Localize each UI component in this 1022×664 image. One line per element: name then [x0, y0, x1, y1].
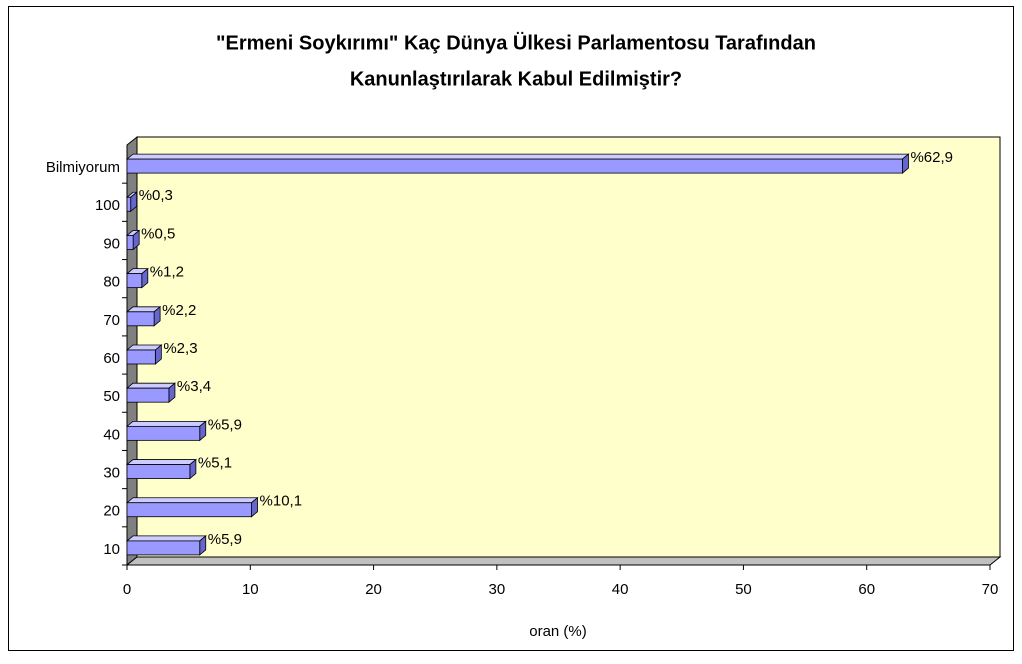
x-tick-label: 10 — [242, 581, 259, 598]
bar — [126, 311, 155, 327]
bar — [126, 196, 132, 212]
value-label: %10,1 — [260, 493, 303, 510]
y-tick-label: 20 — [103, 503, 120, 520]
chart-title: Kanunlaştırılarak Kabul Edilmiştir? — [350, 68, 682, 90]
bar-group — [125, 267, 149, 289]
y-tick-label: 70 — [103, 312, 120, 329]
value-label: %2,3 — [163, 340, 197, 357]
x-tick-label: 30 — [489, 581, 506, 598]
bar — [126, 502, 252, 518]
bar-group — [125, 305, 162, 327]
bar-top — [125, 420, 207, 427]
y-tick-label: 30 — [103, 465, 120, 482]
bar-top — [125, 535, 207, 542]
bar-group — [125, 496, 259, 518]
bar — [126, 387, 170, 403]
x-tick-label: 20 — [365, 581, 382, 598]
y-tick-label: Bilmiyorum — [46, 159, 120, 176]
bar — [126, 273, 143, 289]
bar-group — [125, 229, 141, 251]
x-tick-label: 50 — [735, 581, 752, 598]
bar — [126, 349, 156, 365]
bar-group — [125, 382, 177, 404]
x-tick-label: 70 — [982, 581, 999, 598]
value-label: %1,2 — [150, 264, 184, 281]
y-tick-label: 100 — [95, 197, 120, 214]
value-label: %5,9 — [208, 416, 242, 433]
bar-group — [125, 191, 138, 213]
floor — [125, 556, 1002, 566]
x-axis-title: oran (%) — [529, 623, 587, 640]
bar-top — [125, 153, 910, 160]
bar-group — [125, 153, 910, 174]
value-label: %5,1 — [198, 455, 232, 472]
y-tick-label: 40 — [103, 426, 120, 443]
bar — [126, 425, 201, 441]
value-label: %2,2 — [162, 302, 196, 319]
x-tick-label: 60 — [858, 581, 875, 598]
bar — [126, 158, 903, 174]
chart-title: "Ermeni Soykırımı" Kaç Dünya Ülkesi Parl… — [216, 31, 816, 54]
y-tick-label: 80 — [103, 274, 120, 291]
bar-top — [125, 459, 197, 465]
bar — [126, 464, 191, 479]
y-tick-label: 90 — [103, 235, 120, 252]
value-label: %0,5 — [141, 225, 175, 242]
bar-group — [125, 344, 163, 365]
x-tick-label: 0 — [123, 581, 131, 598]
value-label: %5,9 — [208, 531, 242, 548]
y-tick-label: 10 — [103, 541, 120, 558]
x-tick-label: 40 — [612, 581, 629, 598]
bar-top — [125, 382, 177, 389]
value-label: %62,9 — [910, 149, 953, 166]
bar-group — [125, 420, 207, 442]
bar-group — [125, 535, 207, 556]
y-tick-label: 50 — [103, 388, 120, 405]
value-label: %0,3 — [139, 187, 173, 204]
bar — [126, 235, 134, 250]
value-label: %3,4 — [177, 378, 211, 395]
bar-group — [125, 458, 197, 480]
bar — [126, 540, 201, 556]
bar-top — [125, 497, 259, 504]
y-tick-label: 60 — [103, 350, 120, 367]
